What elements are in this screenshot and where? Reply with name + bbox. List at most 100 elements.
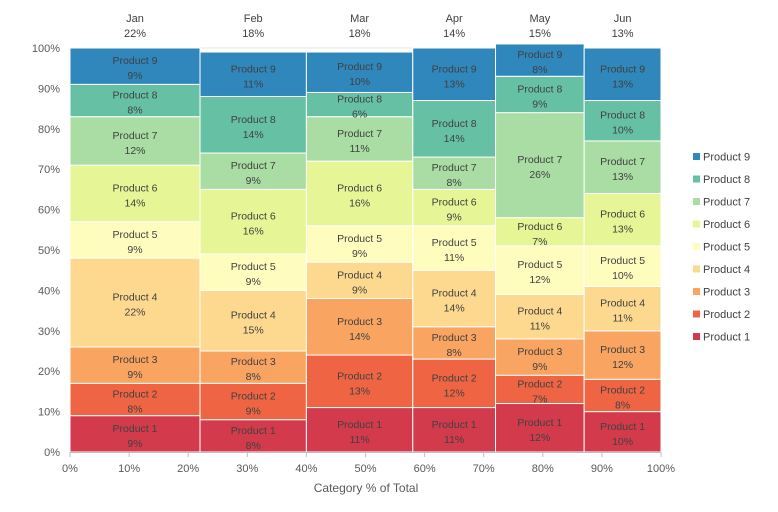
- y-tick-label: 70%: [38, 164, 60, 176]
- segment-series-label: Product 4: [517, 306, 562, 318]
- segment-value-label: 8%: [615, 399, 630, 411]
- segment-value-label: 11%: [444, 434, 464, 446]
- segment-series-label: Product 7: [113, 130, 158, 142]
- x-tick-label: 30%: [236, 463, 258, 475]
- segment-series-label: Product 9: [517, 49, 562, 61]
- x-tick-label: 10%: [118, 463, 140, 475]
- bar-segment: [305, 116, 414, 162]
- column-name-label: Jan: [126, 13, 144, 25]
- segment-series-label: Product 2: [517, 378, 562, 390]
- segment-value-label: 9%: [246, 406, 261, 418]
- segment-series-label: Product 6: [337, 182, 382, 194]
- y-tick-label: 90%: [38, 83, 60, 95]
- segment-value-label: 14%: [349, 331, 370, 343]
- segment-series-label: Product 1: [231, 425, 276, 437]
- segment-value-label: 22%: [125, 307, 146, 319]
- bar-segment: [305, 160, 414, 227]
- bar-segment: [583, 192, 662, 247]
- column-share-label: 13%: [612, 28, 634, 40]
- segment-series-label: Product 6: [517, 221, 562, 233]
- segment-series-label: Product 1: [337, 419, 382, 431]
- bar-segment: [305, 407, 414, 453]
- segment-series-label: Product 8: [113, 90, 158, 102]
- segment-series-label: Product 9: [337, 61, 382, 73]
- segment-value-label: 13%: [612, 224, 633, 236]
- segment-series-label: Product 2: [231, 391, 276, 403]
- bar-segment: [495, 374, 585, 405]
- segment-series-label: Product 6: [600, 209, 645, 221]
- segment-series-label: Product 3: [337, 316, 382, 328]
- column-name-label: May: [529, 13, 550, 25]
- bar-segment: [305, 51, 414, 93]
- segment-series-label: Product 2: [113, 388, 158, 400]
- x-tick-label: 20%: [177, 463, 199, 475]
- legend-swatch: [693, 310, 700, 318]
- segment-value-label: 9%: [352, 284, 367, 296]
- segment-series-label: Product 3: [113, 354, 158, 366]
- segment-series-label: Product 4: [432, 287, 477, 299]
- legend-label: Product 7: [703, 197, 750, 209]
- bar-segment: [69, 382, 201, 417]
- segment-value-label: 13%: [612, 171, 633, 183]
- segment-series-label: Product 8: [337, 94, 382, 106]
- x-tick-label: 70%: [473, 463, 495, 475]
- bar-segment: [495, 217, 585, 247]
- bar-segment: [495, 112, 585, 219]
- x-axis-title: Category % of Total: [314, 481, 419, 495]
- bar-segment: [305, 297, 414, 356]
- segment-value-label: 13%: [612, 78, 633, 90]
- y-tick-label: 100%: [32, 43, 60, 55]
- segment-series-label: Product 4: [231, 310, 276, 322]
- segment-value-label: 8%: [532, 64, 547, 76]
- bar-segment: [305, 225, 414, 263]
- column-labels: Jan 22% Feb 18% Mar 18% Apr 14% May 15% Jun 13%: [124, 13, 634, 40]
- segment-series-label: Product 5: [337, 233, 382, 245]
- segment-value-label: 12%: [444, 387, 465, 399]
- y-tick-label: 40%: [38, 285, 60, 297]
- bar-segment: [305, 354, 414, 409]
- bar-segment: [412, 47, 497, 102]
- bar-segment: [412, 225, 497, 271]
- segment-series-label: Product 1: [432, 419, 477, 431]
- segment-series-label: Product 7: [231, 160, 276, 172]
- segment-series-label: Product 9: [432, 63, 477, 75]
- x-tick-label: 100%: [647, 463, 675, 475]
- legend-swatch: [693, 198, 700, 205]
- segment-value-label: 13%: [444, 78, 465, 90]
- segment-series-label: Product 1: [600, 421, 645, 433]
- segment-value-label: 10%: [349, 76, 370, 88]
- segment-value-label: 12%: [612, 359, 633, 371]
- segment-value-label: 15%: [243, 325, 264, 337]
- segment-series-label: Product 4: [337, 269, 382, 281]
- bar-segment: [69, 221, 201, 259]
- segment-series-label: Product 5: [517, 259, 562, 271]
- bar-segment: [199, 350, 307, 384]
- bar-segment: [583, 285, 662, 332]
- segment-value-label: 9%: [127, 438, 142, 450]
- bar-segment: [412, 156, 497, 190]
- segment-value-label: 11%: [349, 434, 369, 446]
- legend-label: Product 8: [703, 174, 750, 186]
- legend-swatch: [693, 220, 700, 228]
- segment-series-label: Product 5: [600, 255, 645, 267]
- legend-swatch: [693, 265, 700, 273]
- segment-value-label: 9%: [246, 276, 261, 288]
- legend-swatch: [693, 288, 700, 295]
- segment-series-label: Product 7: [517, 154, 562, 166]
- segment-series-label: Product 5: [231, 261, 276, 273]
- segment-value-label: 14%: [243, 129, 264, 141]
- segment-series-label: Product 9: [231, 63, 276, 75]
- segment-value-label: 16%: [349, 197, 370, 209]
- segment-value-label: 12%: [125, 145, 146, 157]
- bar-segment: [199, 382, 307, 421]
- legend-label: Product 5: [703, 242, 750, 254]
- segment-value-label: 8%: [447, 177, 462, 189]
- y-tick-label: 20%: [38, 366, 60, 378]
- segment-series-label: Product 5: [432, 237, 477, 249]
- bar-segment: [583, 411, 662, 453]
- segment-series-label: Product 3: [600, 344, 645, 356]
- segment-series-label: Product 8: [517, 83, 562, 95]
- column-share-label: 22%: [124, 28, 146, 40]
- legend-swatch: [693, 243, 700, 250]
